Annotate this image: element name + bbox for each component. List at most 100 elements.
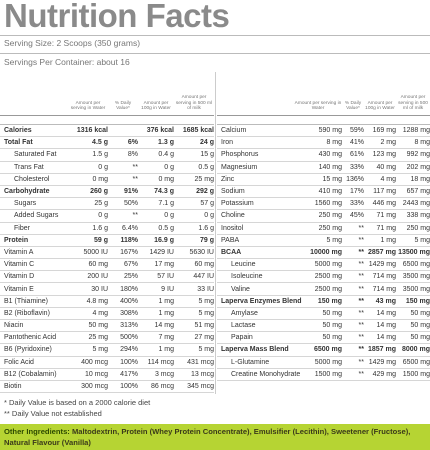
nutrient-row: Vitamin D 200 IU 25% 57 IU 447 IU [0, 271, 214, 284]
nutrient-row: Biotin 300 mcg 100% 86 mcg 345 mcg [0, 381, 214, 394]
cell-amount: 430 mg [318, 151, 342, 159]
nutrient-row: Lactase 50 mg ** 14 mg 50 mg [217, 320, 430, 333]
cell-dv: ** [358, 285, 364, 293]
cell-amount: 6500 mg [313, 346, 342, 354]
footnote: ** Daily Value not established [4, 408, 102, 418]
cell-milk: 79 g [199, 236, 214, 244]
cell-amount: 1316 kcal [76, 127, 108, 135]
cell-dv: 136% [346, 175, 364, 183]
nutrient-row: Sodium 410 mg 17% 117 mg 657 mg [217, 186, 430, 199]
cell-name: Total Fat [4, 139, 33, 147]
cell-name: Vitamin D [4, 273, 35, 281]
nutrient-row: Inositol 250 mg ** 71 mg 250 mg [217, 223, 430, 235]
cell-dv: ** [358, 370, 364, 378]
cell-per100g: 14 mg [376, 334, 396, 342]
cell-dv: ** [358, 322, 364, 330]
cell-dv: ** [358, 236, 364, 244]
cell-amount: 50 mg [322, 322, 342, 330]
servings-per-container: Servings Per Container: about 16 [4, 57, 130, 67]
cell-name: Lactase [231, 322, 256, 330]
cell-name: Isoleucine [231, 273, 263, 281]
cell-name: Phosphorus [221, 151, 259, 159]
cell-dv: 59% [349, 127, 364, 135]
cell-per100g: 123 mg [372, 151, 396, 159]
divider [0, 35, 430, 36]
nutrient-row: Choline 250 mg 45% 71 mg 338 mg [217, 210, 430, 223]
cell-name: Biotin [4, 383, 22, 391]
cell-name: Laperva Enzymes Blend [221, 297, 302, 305]
cell-per100g: 1857 mg [367, 346, 396, 354]
cell-amount: 8 mg [326, 139, 342, 147]
cell-milk: 3500 mg [402, 273, 430, 281]
nutrient-row: Folic Acid 400 mcg 100% 114 mcg 431 mcg [0, 357, 214, 369]
cell-name: Fiber [14, 224, 30, 232]
cell-amount: 50 mg [322, 334, 342, 342]
cell-dv: 500% [120, 334, 138, 342]
cell-milk: 5 mg [198, 346, 214, 354]
nutrient-row: B2 (Riboflavin) 4 mg 308% 1 mg 5 mg [0, 308, 214, 320]
nutrient-row: Zinc 15 mg 136% 4 mg 18 mg [217, 174, 430, 186]
column-header: Amount per serving in 500 ml of milk [398, 95, 428, 112]
cell-dv: ** [358, 358, 364, 366]
other-ingredients-label: Other Ingredients: [4, 427, 70, 436]
footnotes: * Daily Value is based on a 2000 calorie… [4, 398, 150, 419]
cell-amount: 50 mg [88, 322, 108, 330]
cell-amount: 590 mg [318, 127, 342, 135]
footnote: * Daily Value is based on a 2000 calorie… [4, 398, 151, 407]
cell-dv: 294% [120, 346, 138, 354]
cell-per100g: 429 mg [372, 370, 396, 378]
cell-milk: 8 mg [414, 139, 430, 147]
cell-per100g: 4 mg [380, 175, 396, 183]
cell-amount: 15 mg [322, 175, 342, 183]
cell-milk: 2443 mg [402, 200, 430, 208]
cell-milk: 57 g [200, 200, 214, 208]
cell-name: Protein [4, 236, 29, 244]
cell-dv: 61% [349, 151, 364, 159]
cell-per100g: 0.4 g [158, 151, 174, 159]
cell-amount: 30 IU [91, 285, 108, 293]
nutrient-row: Saturated Fat 1.5 g 8% 0.4 g 15 g [0, 149, 214, 162]
cell-amount: 4.8 mg [86, 297, 108, 305]
cell-per100g: 43 mg [375, 297, 396, 305]
cell-milk: 18 mg [410, 175, 430, 183]
nutrient-row: Protein 59 g 118% 16.9 g 79 g [0, 235, 214, 247]
cell-milk: 431 mcg [187, 358, 214, 366]
column-header: Amount per 100g in Water [141, 100, 171, 112]
cell-amount: 5 mg [92, 346, 108, 354]
cell-milk: 50 mg [410, 322, 430, 330]
cell-milk: 292 g [196, 188, 214, 196]
cell-amount: 0 g [98, 212, 108, 220]
cell-dv: 313% [120, 322, 138, 330]
cell-per100g: 16.9 g [154, 236, 174, 244]
cell-per100g: 446 mg [372, 200, 396, 208]
nutrient-row: Vitamin C 60 mg 67% 17 mg 60 mg [0, 259, 214, 272]
cell-amount: 400 mcg [81, 358, 108, 366]
cell-milk: 992 mg [406, 151, 430, 159]
cell-amount: 59 g [93, 236, 108, 244]
cell-milk: 60 mg [194, 261, 214, 269]
title: Nutrition Facts [4, 0, 230, 34]
cell-name: Saturated Fat [14, 151, 57, 159]
cell-dv: 45% [349, 212, 364, 220]
nutrient-row: Calcium 590 mg 59% 169 mg 1288 mg [217, 125, 430, 138]
cell-dv: 33% [349, 163, 364, 171]
column-header: Amount per serving in 500 ml of milk [175, 95, 213, 112]
column-header: % Daily Value* [344, 100, 362, 112]
cell-milk: 657 mg [406, 188, 430, 196]
cell-dv: ** [358, 334, 364, 342]
cell-name: Laperva Mass Blend [221, 346, 289, 354]
cell-per100g: 74.3 g [154, 188, 174, 196]
cell-name: Valine [231, 285, 250, 293]
cell-milk: 5 mg [198, 309, 214, 317]
cell-amount: 410 mg [318, 188, 342, 196]
cell-per100g: 117 mg [373, 188, 396, 196]
cell-per100g: 2857 mg [367, 248, 396, 256]
column-header: Amount per 100g in Water [365, 100, 395, 112]
nutrient-row: Leucine 5000 mg ** 1429 mg 6500 mg [217, 259, 430, 272]
left-table: Amount per serving in Water % Daily Value… [0, 72, 214, 394]
nutrient-row: Fiber 1.6 g 6.4% 0.5 g 1.6 g [0, 223, 214, 235]
cell-name: Carbohydrate [4, 188, 50, 196]
cell-per100g: 1.3 g [158, 139, 174, 147]
cell-name: Added Sugars [14, 212, 59, 220]
column-headers: Amount per serving in Water% Daily Value… [217, 72, 430, 116]
